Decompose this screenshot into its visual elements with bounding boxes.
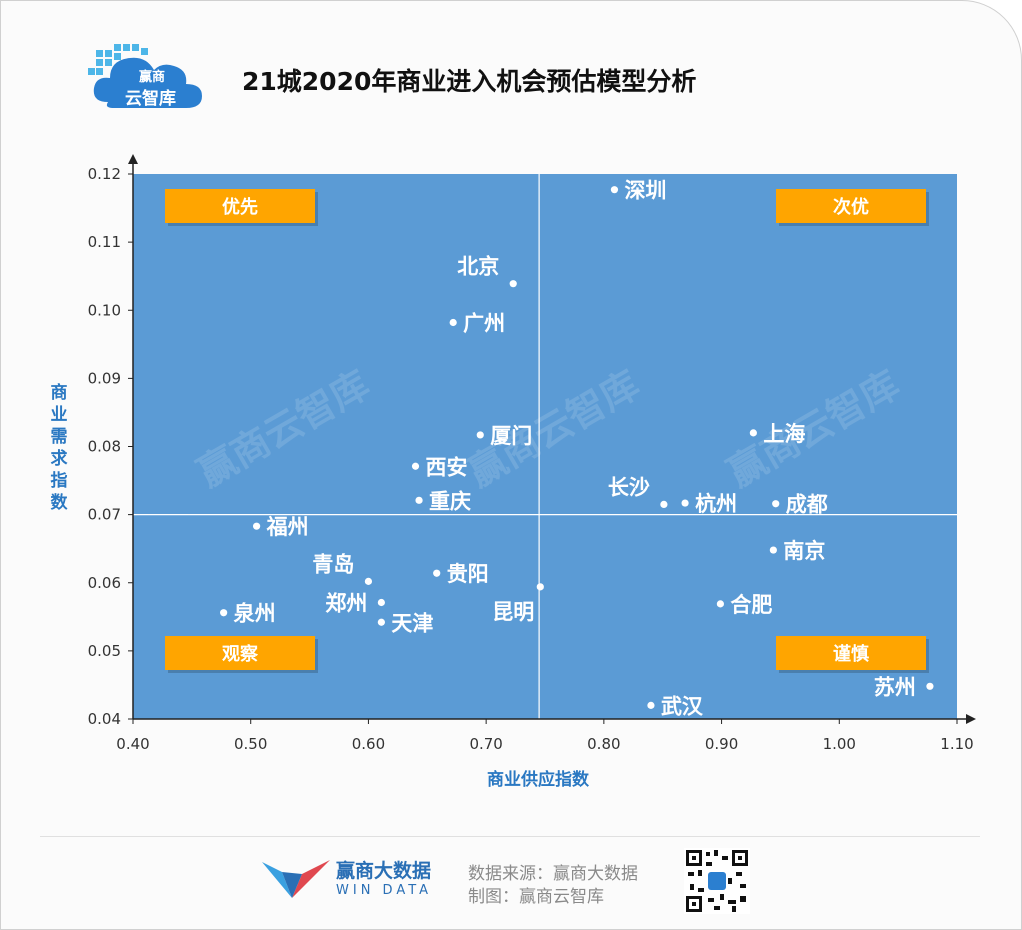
logo-line2: 云智库 <box>125 89 176 109</box>
quadrant-box <box>165 636 315 670</box>
point-label: 深圳 <box>624 179 666 203</box>
point-label: 杭州 <box>695 492 737 516</box>
data-point <box>364 577 373 585</box>
data-point <box>220 609 228 617</box>
y-axis-arrow-icon <box>128 154 138 164</box>
y-tick-label: 0.10 <box>88 301 121 319</box>
cloud-logo-icon <box>88 44 202 108</box>
data-source: 数据来源：赢商大数据 <box>468 864 638 884</box>
x-tick-label: 0.50 <box>234 735 267 753</box>
data-point <box>509 280 517 288</box>
point-label: 上海 <box>763 422 805 446</box>
y-tick-label: 0.09 <box>88 369 121 387</box>
quadrant-label: 优先 <box>222 196 258 218</box>
data-point <box>377 618 385 626</box>
point-label: 南京 <box>783 539 825 563</box>
data-point <box>749 429 757 437</box>
y-tick-label: 0.05 <box>88 642 121 660</box>
data-point <box>536 583 544 591</box>
x-tick-label: 1.10 <box>940 735 973 753</box>
quadrant-label: 观察 <box>222 643 259 665</box>
x-tick-label: 0.70 <box>469 735 502 753</box>
point-label: 长沙 <box>608 475 650 499</box>
point-label: 昆明 <box>492 600 534 624</box>
quadrant-label: 次优 <box>833 196 869 218</box>
point-label: 北京 <box>457 255 499 279</box>
point-label: 天津 <box>391 611 433 635</box>
page-title: 21城2020年商业进入机会预估模型分析 <box>242 67 697 96</box>
footer-divider <box>40 836 980 837</box>
point-label: 青岛 <box>312 552 354 576</box>
data-point <box>772 500 780 508</box>
point-label: 西安 <box>426 455 468 479</box>
quadrant-box <box>165 189 315 223</box>
data-point <box>415 496 423 504</box>
x-tick-label: 0.80 <box>587 735 620 753</box>
y-tick-label: 0.04 <box>88 710 121 728</box>
point-label: 泉州 <box>234 602 276 626</box>
point-label: 武汉 <box>661 694 704 718</box>
data-point <box>253 522 261 530</box>
data-point <box>769 546 777 554</box>
quadrant-box <box>776 636 926 670</box>
point-label: 成都 <box>786 493 828 517</box>
windata-logo-icon <box>262 860 330 898</box>
data-point <box>476 431 484 439</box>
quadrant-label: 谨慎 <box>833 643 869 665</box>
point-label: 福州 <box>266 515 309 539</box>
point-label: 合肥 <box>730 593 772 617</box>
data-point <box>411 462 420 470</box>
x-tick-label: 0.60 <box>352 735 385 753</box>
y-axis-label: 商业需求指数 <box>50 383 68 513</box>
data-point <box>716 600 724 608</box>
plot-area <box>133 174 957 719</box>
quadrant-box <box>776 189 926 223</box>
y-tick-label: 0.08 <box>88 438 121 456</box>
data-point <box>926 682 934 690</box>
point-label: 重庆 <box>429 489 471 513</box>
x-axis-arrow-icon <box>966 714 976 724</box>
data-point <box>660 500 668 509</box>
x-axis-label: 商业供应指数 <box>487 770 589 790</box>
data-point <box>647 701 655 709</box>
x-tick-label: 0.90 <box>705 735 738 753</box>
y-tick-label: 0.11 <box>88 233 121 251</box>
footer-brand-name: 赢商大数据 <box>336 860 432 882</box>
data-point <box>449 318 457 327</box>
point-label: 贵阳 <box>447 562 489 586</box>
footer-brand-sub: WIN DATA <box>336 883 433 898</box>
data-point <box>433 569 441 577</box>
point-label: 郑州 <box>325 592 367 616</box>
data-point <box>681 499 689 507</box>
x-tick-label: 1.00 <box>823 735 856 753</box>
point-label: 苏州 <box>874 675 916 699</box>
chart-maker: 制图：赢商云智库 <box>468 887 604 907</box>
data-point <box>610 186 619 194</box>
qr-code-icon <box>684 848 750 914</box>
data-point <box>377 598 385 607</box>
y-tick-label: 0.07 <box>88 506 121 524</box>
y-tick-label: 0.12 <box>88 165 121 183</box>
logo-line1: 赢商 <box>139 70 166 85</box>
point-label: 广州 <box>463 312 505 336</box>
x-tick-label: 0.40 <box>116 735 149 753</box>
point-label: 厦门 <box>490 424 532 448</box>
y-tick-label: 0.06 <box>88 574 121 592</box>
